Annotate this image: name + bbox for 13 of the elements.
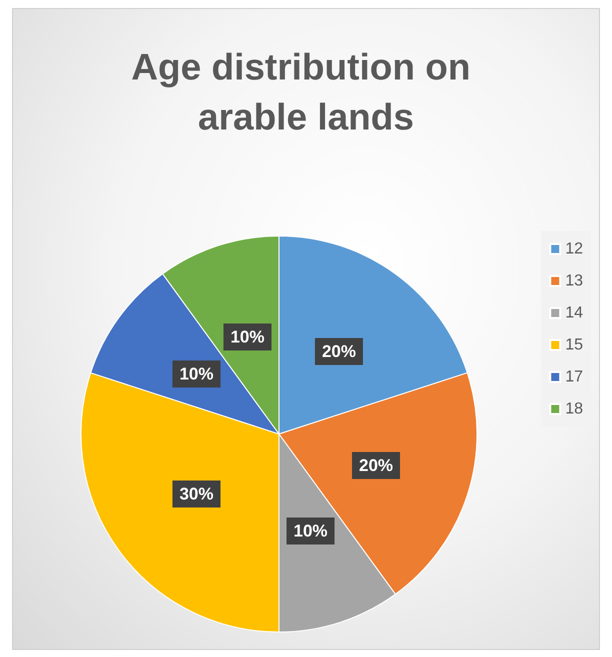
data-label: 30% (179, 484, 214, 504)
data-label: 10% (179, 364, 214, 384)
data-label: 20% (322, 342, 356, 361)
data-label: 20% (358, 456, 394, 476)
legend-label: 18 (565, 400, 584, 418)
legend-label: 15 (565, 336, 584, 354)
legend-label: 17 (565, 368, 584, 386)
legend-label: 12 (565, 240, 584, 258)
chart-title: Age distribution on arable lands (131, 46, 481, 138)
data-label: 10% (230, 327, 264, 346)
legend-label: 14 (565, 304, 584, 322)
legend-label: 13 (565, 272, 584, 290)
data-label: 10% (294, 522, 328, 541)
